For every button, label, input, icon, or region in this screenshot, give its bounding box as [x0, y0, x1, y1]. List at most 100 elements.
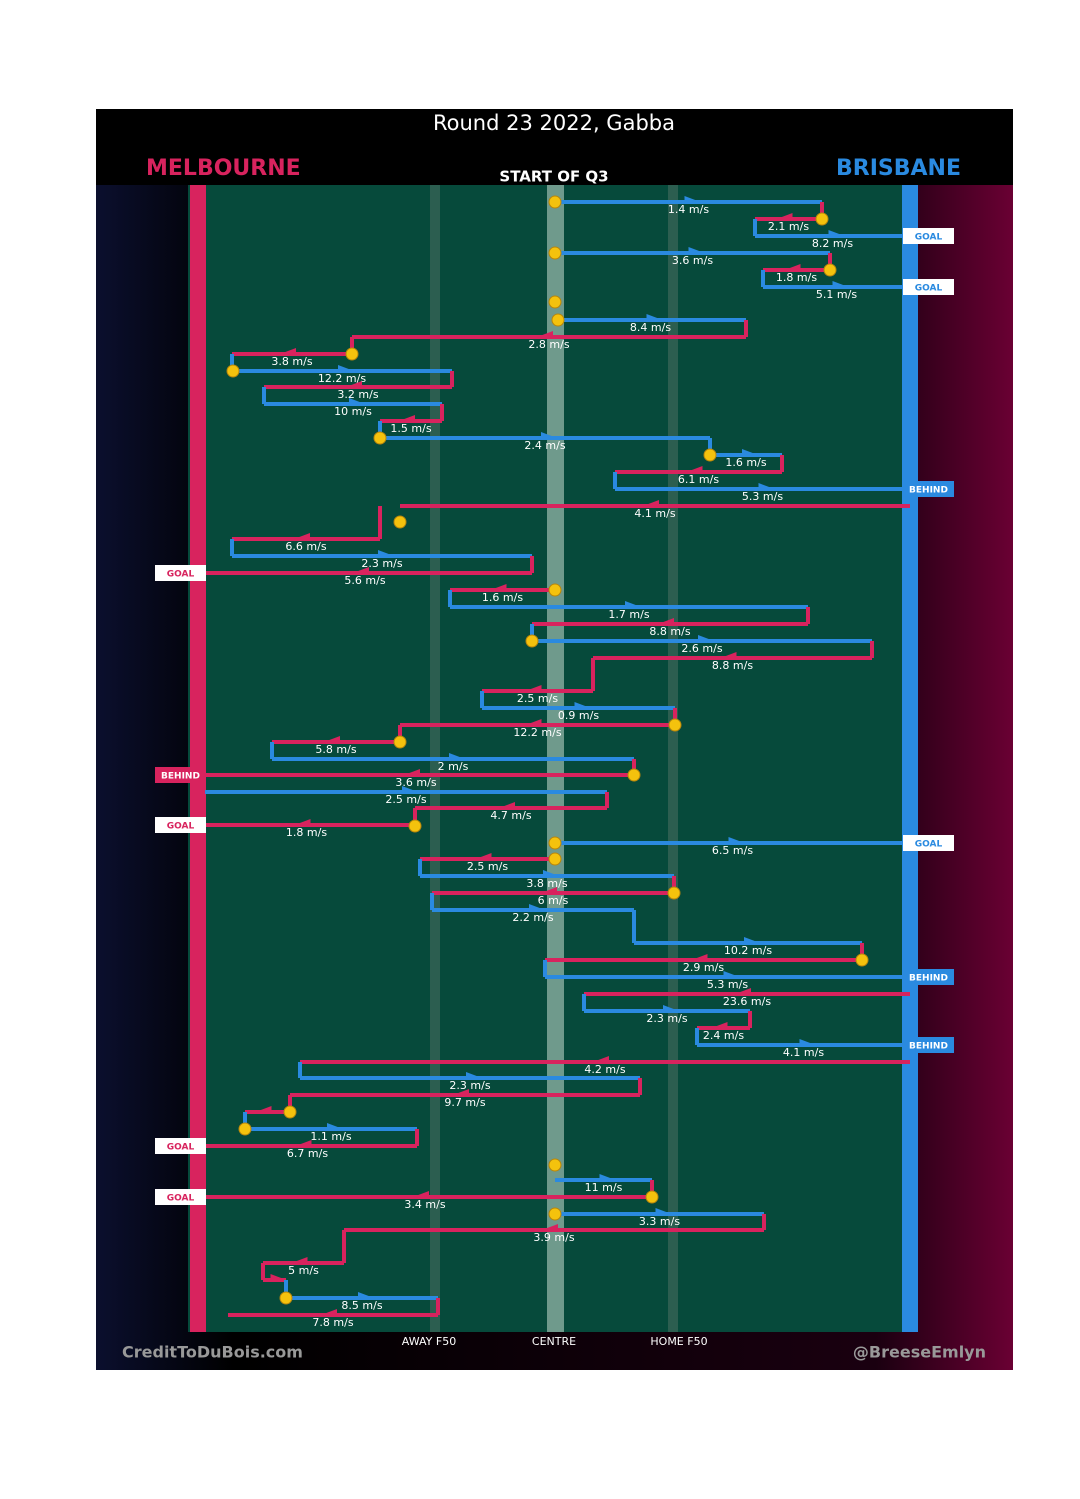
- arrow: [728, 837, 745, 845]
- turnover-marker: [408, 819, 422, 833]
- turnover-marker: [667, 886, 681, 900]
- speed-label: 1.8 m/s: [776, 271, 817, 284]
- arrow: [399, 415, 415, 423]
- speed-label: 23.6 m/s: [723, 995, 771, 1008]
- arrow: [663, 1005, 679, 1013]
- speed-label: 2.9 m/s: [683, 961, 724, 974]
- speed-label: 10.2 m/s: [724, 944, 772, 957]
- turnover-marker: [345, 347, 359, 361]
- speed-label: 2.3 m/s: [646, 1012, 687, 1025]
- speed-label: 1.4 m/s: [668, 203, 709, 216]
- arrow: [537, 331, 553, 339]
- arrow: [499, 802, 515, 810]
- speed-label: 8.8 m/s: [712, 659, 753, 672]
- arrow: [294, 533, 310, 541]
- speed-label: 2.2 m/s: [512, 911, 553, 924]
- arrow: [688, 247, 705, 255]
- home-team: MELBOURNE: [146, 156, 301, 181]
- arrow: [828, 230, 845, 238]
- arrow: [353, 567, 369, 575]
- speed-label: 1.6 m/s: [725, 456, 766, 469]
- turnover-marker: [548, 583, 562, 597]
- outcome-badge: [903, 279, 954, 295]
- arrow: [684, 196, 701, 204]
- arrow: [525, 719, 542, 727]
- turnover-marker: [548, 1207, 562, 1221]
- arrow: [686, 466, 703, 474]
- arrow: [744, 937, 760, 945]
- header-band: [96, 109, 1013, 185]
- arrow: [449, 753, 465, 761]
- subtitle: START OF Q3: [499, 168, 608, 186]
- speed-label: 6.6 m/s: [285, 540, 326, 553]
- speed-label: 10 m/s: [334, 405, 372, 418]
- turnover-marker: [815, 212, 829, 226]
- speed-label: 2.5 m/s: [385, 793, 426, 806]
- speed-label: 3.8 m/s: [271, 355, 312, 368]
- arrow: [711, 1022, 728, 1030]
- arrow: [321, 1309, 337, 1317]
- outcome-label: GOAL: [167, 822, 195, 832]
- arrow: [402, 786, 418, 794]
- speed-label: 2 m/s: [438, 760, 469, 773]
- speed-label: 4.7 m/s: [490, 809, 531, 822]
- outcome-label: GOAL: [915, 840, 943, 850]
- speed-label: 0.9 m/s: [558, 709, 599, 722]
- speed-label: 5.3 m/s: [707, 978, 748, 991]
- turnover-marker: [627, 768, 641, 782]
- speed-label: 8.2 m/s: [812, 237, 853, 250]
- arrow: [291, 1257, 308, 1265]
- speed-label: 3.8 m/s: [526, 877, 567, 890]
- speed-label: 2.3 m/s: [361, 557, 402, 570]
- outcome-badge: [903, 969, 954, 985]
- speed-label: 2.4 m/s: [524, 439, 565, 452]
- outcome-label: GOAL: [167, 1143, 195, 1153]
- speed-label: 4.1 m/s: [634, 507, 675, 520]
- title: Round 23 2022, Gabba: [433, 111, 675, 135]
- speed-label: 2.6 m/s: [681, 642, 722, 655]
- arrow: [404, 769, 420, 777]
- arrow: [593, 1056, 609, 1064]
- arrow: [646, 314, 663, 322]
- arrow: [453, 1089, 469, 1097]
- outcome-label: BEHIND: [909, 1042, 948, 1052]
- speed-label: 5.6 m/s: [344, 574, 385, 587]
- speed-label: 8.8 m/s: [649, 625, 690, 638]
- arrow: [599, 1174, 616, 1182]
- arrow: [784, 264, 801, 272]
- credit: CreditToDuBois.com: [122, 1343, 303, 1362]
- arrow: [542, 1224, 558, 1232]
- outcome-badge: [903, 481, 954, 497]
- arrow: [742, 449, 758, 457]
- outcome-badge: [155, 1189, 206, 1205]
- speed-label: 11 m/s: [585, 1181, 623, 1194]
- outcome-badge: [155, 817, 206, 833]
- speed-label: 7.8 m/s: [312, 1316, 353, 1329]
- arrow: [294, 819, 311, 827]
- turnover-marker: [548, 246, 562, 260]
- turnover-marker: [279, 1291, 293, 1305]
- arrow: [574, 702, 591, 710]
- turnover-marker: [548, 295, 562, 309]
- speed-label: 1.1 m/s: [310, 1130, 351, 1143]
- speed-label: 5 m/s: [288, 1264, 319, 1277]
- speed-label: 6.7 m/s: [287, 1147, 328, 1160]
- outcome-label: GOAL: [167, 1194, 195, 1204]
- turnover-marker: [548, 1158, 562, 1172]
- away-team: BRISBANE: [836, 156, 961, 181]
- speed-label: 12.2 m/s: [513, 726, 561, 739]
- speed-label: 6.1 m/s: [678, 473, 719, 486]
- turnover-marker: [855, 953, 869, 967]
- speed-label: 9.7 m/s: [444, 1096, 485, 1109]
- arrow: [691, 954, 708, 962]
- outcome-badge: [155, 565, 206, 581]
- speed-label: 3.4 m/s: [404, 1198, 445, 1211]
- arrow: [541, 887, 557, 895]
- turnover-marker: [283, 1105, 297, 1119]
- speed-label: 3.9 m/s: [533, 1231, 574, 1244]
- outcome-label: BEHIND: [161, 772, 200, 782]
- outcome-badge: [903, 1037, 954, 1053]
- arrow: [698, 635, 714, 643]
- arrow: [525, 685, 542, 693]
